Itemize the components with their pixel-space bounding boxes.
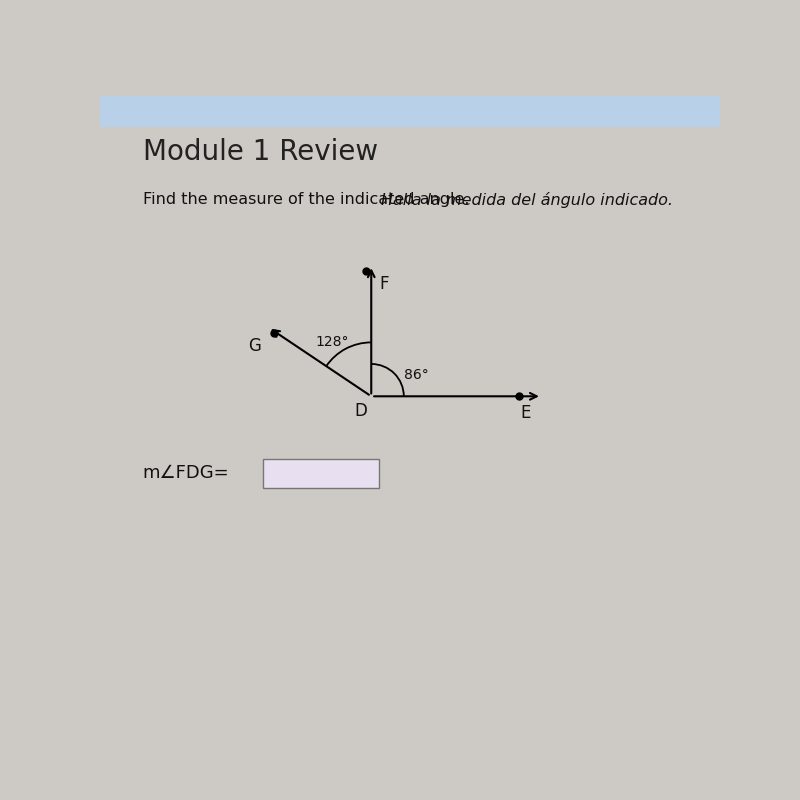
- FancyBboxPatch shape: [262, 458, 379, 488]
- Text: D: D: [354, 402, 367, 421]
- Text: Find the measure of the indicated angle.: Find the measure of the indicated angle.: [142, 192, 474, 207]
- Text: E: E: [520, 404, 530, 422]
- Point: [512, 390, 525, 402]
- Text: m∠FDG=: m∠FDG=: [142, 464, 230, 482]
- Text: Halla la medida del ángulo indicado.: Halla la medida del ángulo indicado.: [382, 192, 674, 208]
- FancyBboxPatch shape: [100, 96, 720, 127]
- Point: [267, 326, 280, 339]
- Text: F: F: [379, 274, 389, 293]
- Text: 86°: 86°: [404, 367, 429, 382]
- Text: 128°: 128°: [316, 335, 349, 349]
- Text: G: G: [248, 337, 261, 354]
- Text: Module 1 Review: Module 1 Review: [142, 138, 378, 166]
- Point: [359, 264, 372, 277]
